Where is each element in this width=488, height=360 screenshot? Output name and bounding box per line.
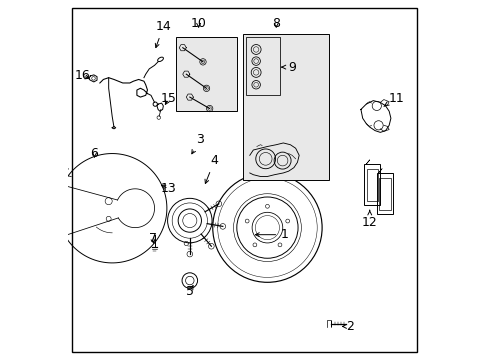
- Text: 7: 7: [148, 232, 157, 245]
- Text: 10: 10: [190, 17, 206, 30]
- Text: 15: 15: [161, 93, 176, 105]
- Bar: [376, 173, 392, 213]
- Text: 2: 2: [342, 320, 353, 333]
- Text: 3: 3: [191, 133, 204, 154]
- Text: 4: 4: [204, 154, 218, 184]
- Text: 8: 8: [272, 17, 280, 30]
- Text: 1: 1: [255, 228, 288, 241]
- Text: 16: 16: [74, 69, 90, 82]
- Bar: [366, 170, 377, 201]
- Bar: [175, 37, 237, 111]
- Text: 14: 14: [155, 20, 171, 48]
- Text: 5: 5: [185, 285, 193, 298]
- Bar: [246, 37, 279, 95]
- Text: 12: 12: [361, 210, 377, 229]
- Bar: [242, 33, 328, 180]
- Text: 11: 11: [384, 93, 403, 105]
- Text: 9: 9: [281, 60, 295, 73]
- Text: 6: 6: [90, 147, 98, 160]
- Text: 13: 13: [161, 182, 176, 195]
- Bar: [378, 178, 390, 210]
- Bar: [364, 164, 380, 205]
